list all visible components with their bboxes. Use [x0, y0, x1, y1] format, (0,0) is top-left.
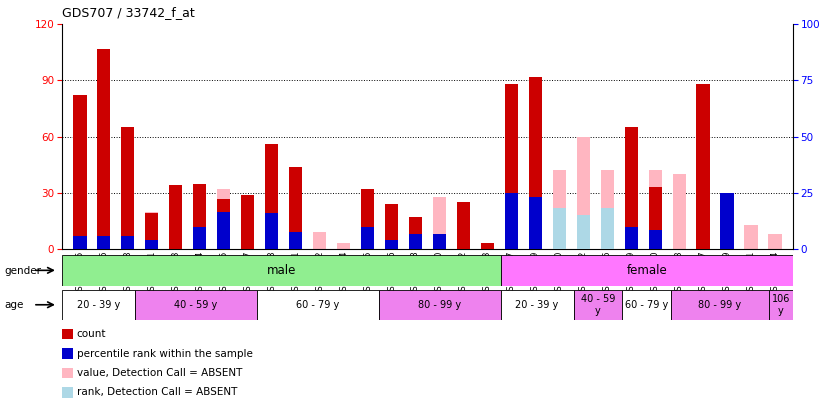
Bar: [257, 290, 378, 320]
Bar: [135, 290, 257, 320]
Bar: [217, 189, 230, 249]
Text: 80 - 99 y: 80 - 99 y: [418, 300, 461, 310]
Bar: [169, 185, 183, 249]
Bar: [97, 49, 111, 249]
Bar: [671, 290, 768, 320]
Bar: [744, 225, 757, 249]
Bar: [529, 197, 542, 249]
Bar: [217, 198, 230, 249]
Bar: [337, 243, 350, 249]
Bar: [501, 290, 573, 320]
Bar: [529, 77, 542, 249]
Bar: [145, 213, 159, 249]
Bar: [577, 215, 590, 249]
Bar: [433, 197, 446, 249]
Text: 20 - 39 y: 20 - 39 y: [77, 300, 120, 310]
Bar: [385, 204, 398, 249]
Bar: [481, 243, 494, 249]
Bar: [265, 213, 278, 249]
Bar: [529, 178, 542, 249]
Text: GDS707 / 33742_f_at: GDS707 / 33742_f_at: [62, 6, 195, 19]
Bar: [505, 84, 518, 249]
Bar: [624, 127, 638, 249]
Text: 106
y: 106 y: [771, 294, 790, 315]
Bar: [720, 193, 733, 249]
Text: female: female: [626, 264, 667, 277]
Bar: [169, 202, 183, 249]
Bar: [289, 167, 302, 249]
Bar: [601, 208, 614, 249]
Text: rank, Detection Call = ABSENT: rank, Detection Call = ABSENT: [77, 388, 237, 397]
Text: age: age: [4, 300, 23, 309]
Bar: [481, 243, 494, 249]
Bar: [145, 240, 159, 249]
Bar: [601, 171, 614, 249]
Bar: [121, 236, 135, 249]
Bar: [217, 211, 230, 249]
Bar: [553, 208, 566, 249]
Bar: [433, 234, 446, 249]
Text: male: male: [267, 264, 296, 277]
Bar: [624, 227, 638, 249]
Bar: [457, 202, 470, 249]
Bar: [217, 234, 230, 249]
Bar: [361, 189, 374, 249]
Bar: [577, 137, 590, 249]
Bar: [553, 171, 566, 249]
Bar: [648, 230, 662, 249]
Bar: [768, 290, 793, 320]
Bar: [501, 255, 793, 286]
Bar: [62, 255, 501, 286]
Bar: [193, 227, 206, 249]
Bar: [193, 227, 206, 249]
Bar: [573, 290, 623, 320]
Bar: [378, 290, 501, 320]
Bar: [409, 234, 422, 249]
Bar: [193, 183, 206, 249]
Text: value, Detection Call = ABSENT: value, Detection Call = ABSENT: [77, 368, 242, 378]
Bar: [62, 290, 135, 320]
Bar: [313, 232, 326, 249]
Bar: [720, 202, 733, 249]
Bar: [385, 240, 398, 249]
Text: 40 - 59 y: 40 - 59 y: [174, 300, 217, 310]
Bar: [648, 171, 662, 249]
Bar: [74, 236, 87, 249]
Bar: [505, 193, 518, 249]
Bar: [289, 232, 302, 249]
Bar: [121, 127, 135, 249]
Text: 20 - 39 y: 20 - 39 y: [515, 300, 558, 310]
Bar: [241, 195, 254, 249]
Bar: [145, 211, 159, 249]
Bar: [265, 144, 278, 249]
Bar: [409, 217, 422, 249]
Text: 60 - 79 y: 60 - 79 y: [297, 300, 339, 310]
Bar: [529, 208, 542, 249]
Text: 40 - 59
y: 40 - 59 y: [581, 294, 615, 315]
Bar: [768, 234, 781, 249]
Bar: [623, 290, 671, 320]
Text: 60 - 79 y: 60 - 79 y: [625, 300, 668, 310]
Text: 80 - 99 y: 80 - 99 y: [698, 300, 742, 310]
Text: gender: gender: [4, 266, 41, 275]
Text: count: count: [77, 329, 107, 339]
Bar: [361, 227, 374, 249]
Bar: [648, 187, 662, 249]
Bar: [624, 215, 638, 249]
Bar: [696, 84, 710, 249]
Bar: [672, 174, 686, 249]
Text: percentile rank within the sample: percentile rank within the sample: [77, 349, 253, 358]
Bar: [74, 96, 87, 249]
Bar: [97, 236, 111, 249]
